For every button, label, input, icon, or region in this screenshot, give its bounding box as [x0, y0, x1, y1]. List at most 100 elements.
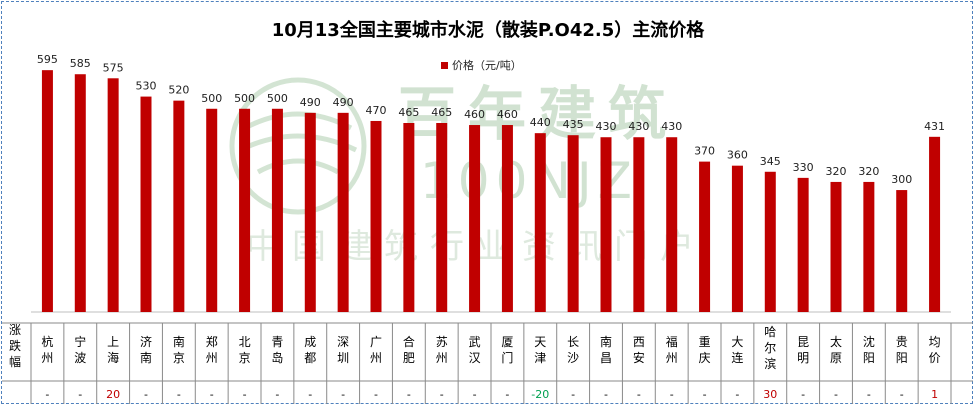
category-label: 汉 [469, 351, 481, 365]
category-label: 京 [239, 351, 251, 365]
category-label: 厦 [501, 335, 513, 349]
bar [436, 123, 448, 312]
category-label: 南 [140, 350, 152, 365]
change-label: - [440, 388, 444, 401]
data-label: 370 [694, 145, 715, 158]
value-labels: 595 585 575 530 520 500 500 500 490 490 470 465 465 4… [37, 53, 945, 186]
category-label: 原 [830, 351, 842, 365]
category-label: 沈 [863, 334, 875, 349]
data-label: 575 [103, 61, 124, 74]
bar [140, 96, 152, 312]
category-label: 滨 [764, 356, 776, 371]
bar [896, 190, 908, 312]
bar [239, 108, 251, 312]
category-label: 阳 [896, 351, 908, 365]
bar [633, 137, 645, 312]
data-label: 320 [826, 165, 847, 178]
bar [469, 125, 481, 312]
category-label: 广 [370, 335, 382, 349]
change-label: - [900, 388, 904, 401]
bar [206, 108, 218, 312]
category-label: 杭 [41, 334, 53, 349]
data-label: 460 [464, 108, 485, 121]
category-label: 安 [633, 350, 645, 365]
category-label: 南 [600, 334, 612, 349]
data-label: 430 [661, 120, 682, 133]
change-label: - [407, 388, 411, 401]
category-label: 津 [534, 351, 546, 365]
change-label: - [210, 388, 214, 401]
change-label: - [801, 388, 805, 401]
data-label: 300 [891, 173, 912, 186]
category-label: 成 [304, 335, 316, 349]
legend-swatch [441, 61, 448, 69]
data-label: 430 [628, 120, 649, 133]
bar [600, 137, 612, 312]
category-label: 大 [731, 335, 743, 349]
category-label: 昆 [797, 335, 809, 349]
category-label: 州 [436, 351, 448, 365]
legend: 价格（元/吨） [441, 57, 522, 73]
category-labels: 涨跌幅杭州宁波上海济南南京郑州北京青岛成都深圳广州合肥苏州武汉厦门天津长沙南昌西… [9, 322, 941, 371]
category-label: 州 [41, 351, 53, 365]
data-label: 585 [70, 57, 91, 70]
bar [830, 181, 842, 312]
chart-title: 10月13全国主要城市水泥（散装P.O42.5）主流价格 [271, 20, 705, 41]
data-label: 500 [201, 92, 222, 105]
change-label: - [505, 388, 509, 401]
change-labels: - -20- - - - - - - - - - - - -20- - - - - -30- - - -1 [45, 388, 938, 401]
change-label: - [341, 388, 345, 401]
category-label: 明 [797, 351, 809, 365]
data-label: 360 [727, 149, 748, 162]
category-label: 价 [929, 351, 941, 365]
category-label: 青 [271, 335, 283, 349]
change-label: - [308, 388, 312, 401]
bar [534, 133, 546, 312]
category-label: 波 [74, 351, 86, 365]
change-label: - [45, 388, 49, 401]
data-label: 520 [168, 84, 189, 97]
change-label: 1 [931, 388, 938, 401]
change-label: - [374, 388, 378, 401]
bar [370, 120, 382, 312]
data-label: 530 [136, 80, 157, 93]
category-label: 南 [173, 334, 185, 349]
change-label: - [670, 388, 674, 401]
data-label: 500 [267, 92, 288, 105]
category-label: 州 [666, 351, 678, 365]
change-label: - [275, 388, 279, 401]
bar [863, 181, 875, 312]
category-label: 均 [929, 335, 941, 349]
category-label: 西 [633, 335, 645, 349]
data-label: 470 [366, 104, 387, 117]
data-label: 595 [37, 53, 58, 66]
table-lines [2, 322, 973, 404]
category-label: 苏 [436, 335, 448, 349]
category-label: 庆 [699, 351, 711, 365]
category-label: 宁 [74, 334, 86, 349]
category-label: 天 [534, 335, 546, 349]
change-label: 30 [763, 388, 777, 401]
category-label: 门 [501, 350, 513, 365]
bar [501, 125, 513, 312]
change-label: - [571, 388, 575, 401]
data-label: 465 [398, 106, 419, 119]
bar [271, 108, 283, 312]
change-label: 20 [106, 388, 120, 401]
category-label: 州 [206, 351, 218, 365]
bar [74, 74, 86, 313]
change-label: -20 [531, 388, 549, 401]
category-label: 阳 [863, 351, 875, 365]
category-label: 重 [699, 335, 711, 349]
row-header-char: 涨 [9, 322, 21, 337]
bar [731, 165, 743, 312]
data-label: 320 [858, 165, 879, 178]
bar [41, 70, 53, 313]
change-label: - [834, 388, 838, 401]
category-label: 尔 [764, 340, 776, 355]
category-label: 圳 [337, 351, 349, 365]
category-label: 昌 [600, 351, 612, 365]
data-label: 435 [563, 118, 584, 131]
